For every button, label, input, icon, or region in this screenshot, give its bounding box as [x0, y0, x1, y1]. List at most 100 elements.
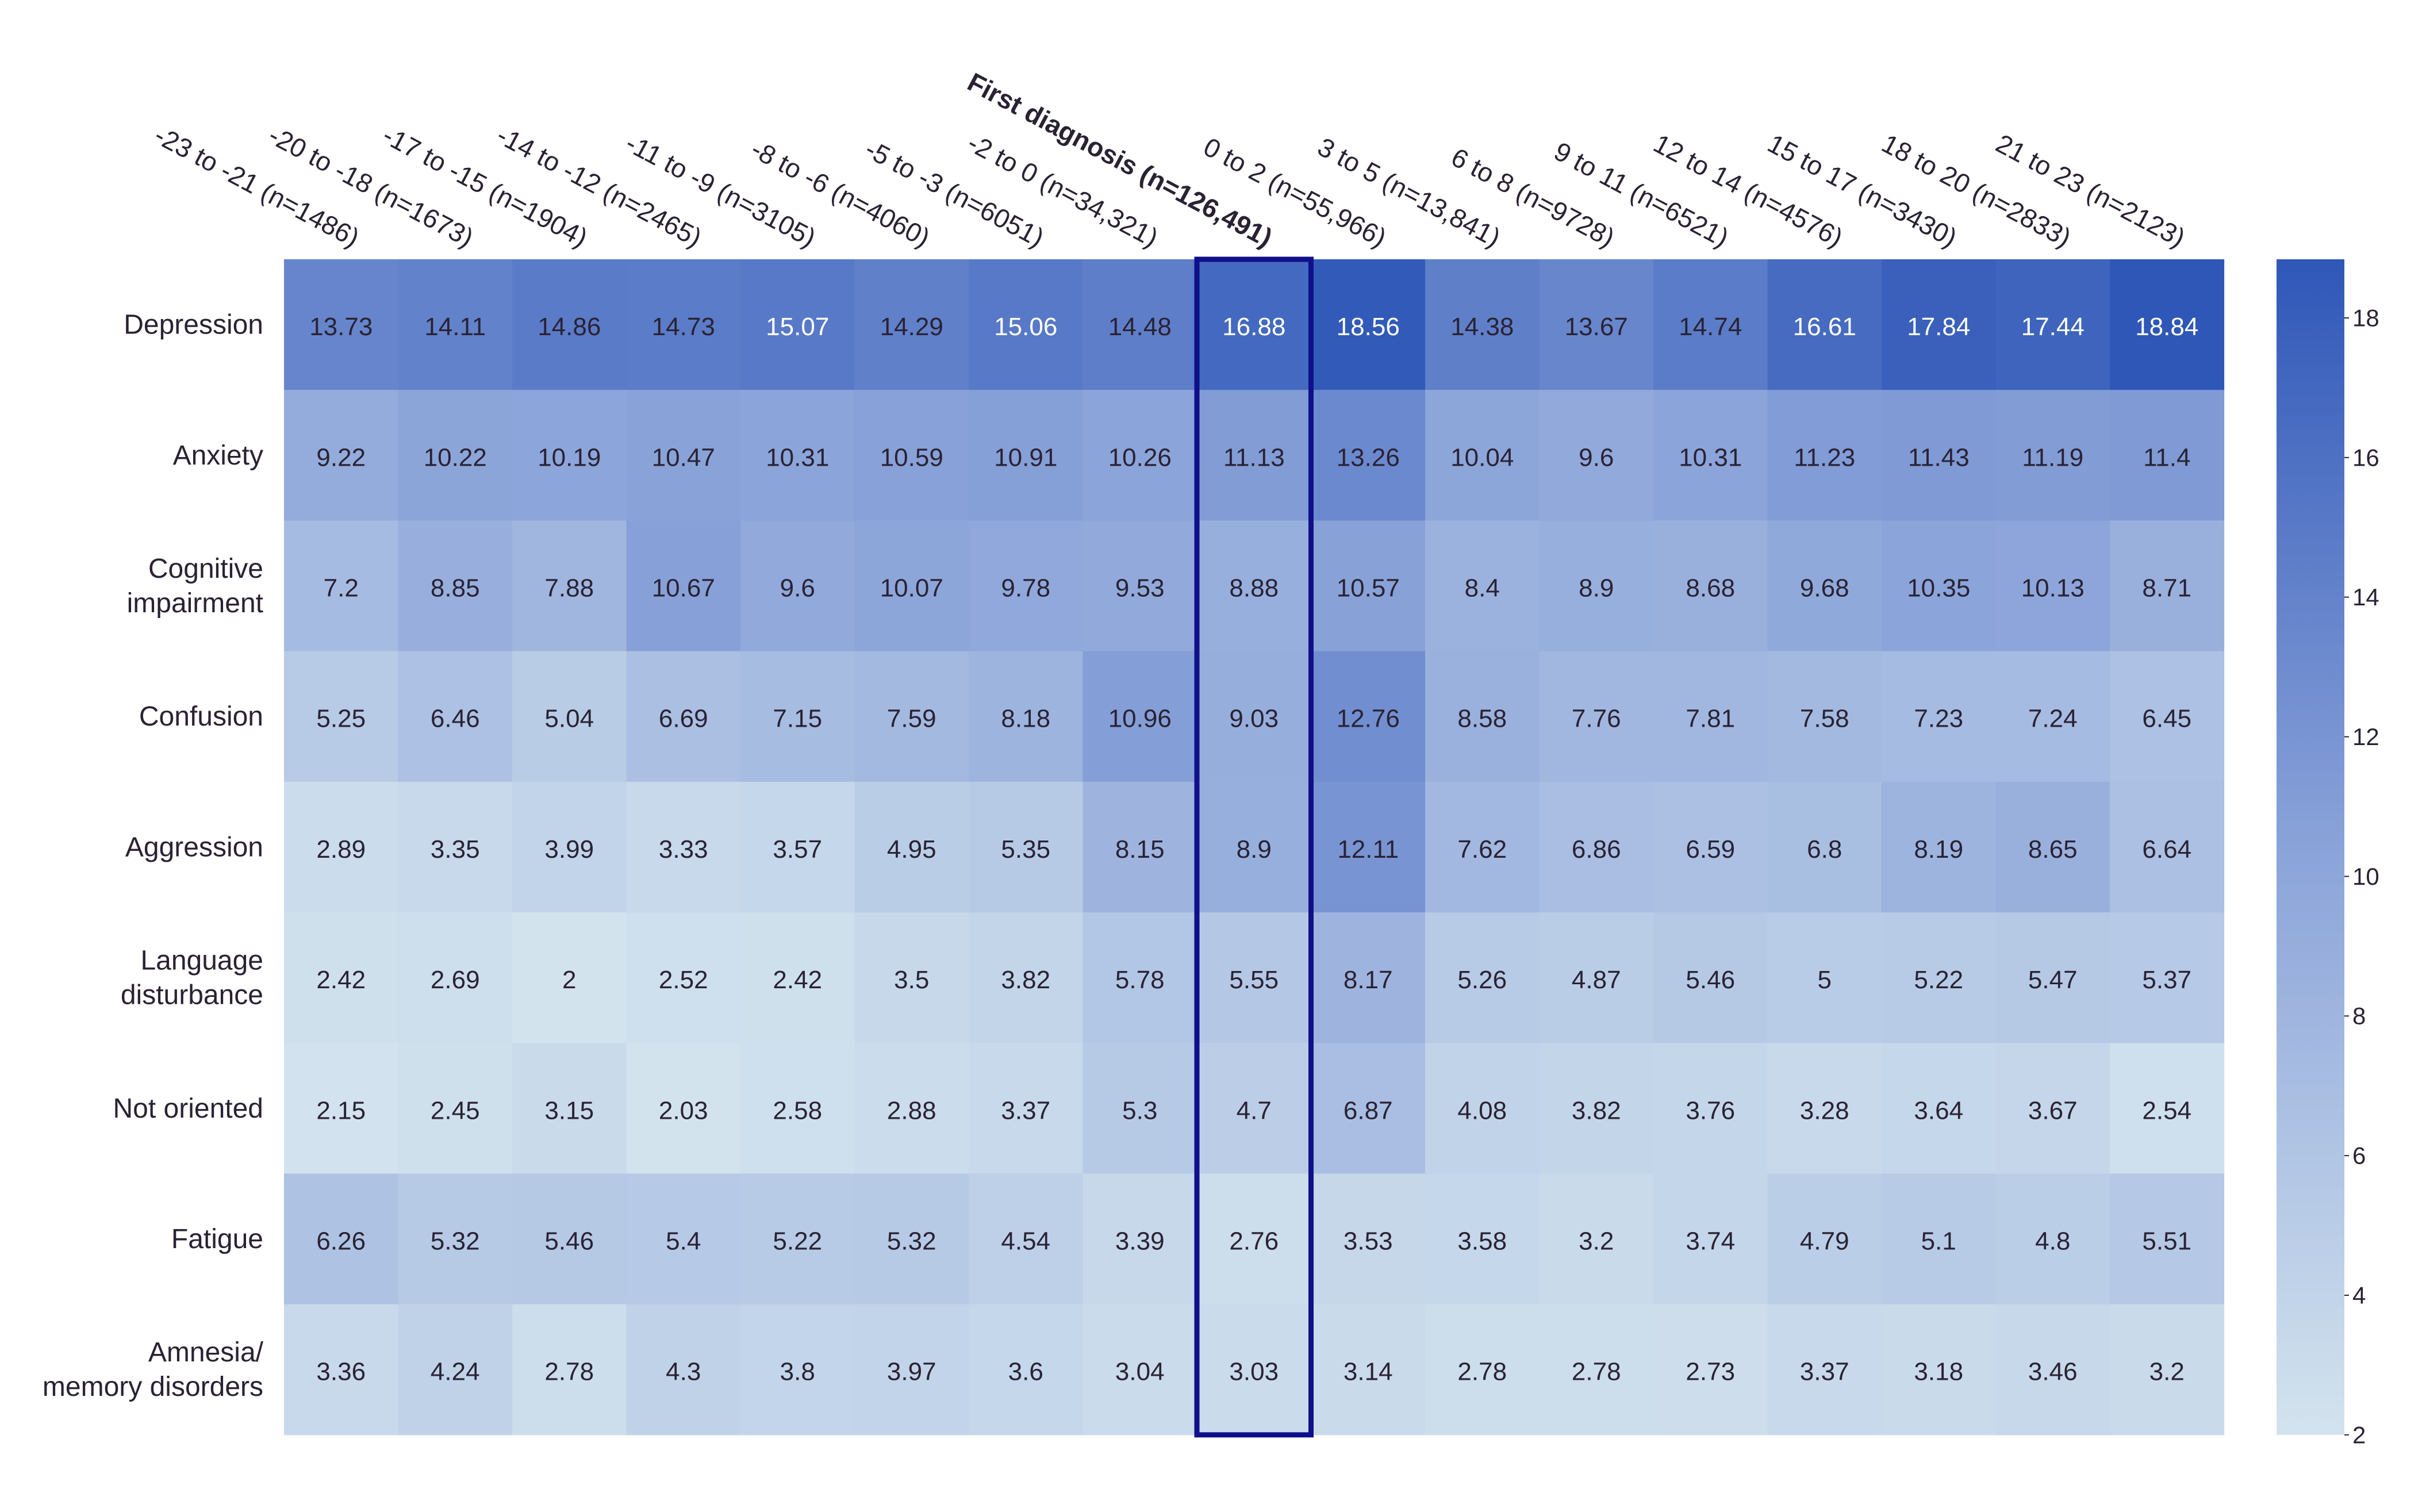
cell-value-label: 5.55 — [1229, 966, 1279, 994]
cell-value-label: 2.88 — [887, 1096, 936, 1125]
cell-value-label: 5.46 — [544, 1227, 594, 1256]
cell-value-label: 6.87 — [1343, 1096, 1393, 1125]
cell-value-label: 11.19 — [2022, 443, 2083, 471]
cell-value-label: 10.31 — [1679, 443, 1742, 471]
row-label: Fatigue — [171, 1224, 263, 1254]
heatmap-cell — [284, 651, 399, 782]
heatmap-cell — [1653, 390, 1768, 521]
heatmap-cell — [854, 781, 969, 913]
cell-value-label: 3.37 — [1800, 1358, 1849, 1386]
colorbar-tick-label: 12 — [2352, 723, 2379, 750]
heatmap-cell — [284, 520, 399, 652]
heatmap-cell — [854, 520, 969, 652]
colorbar: 2 4 6 8 10 12 14 16 18 — [2277, 259, 2379, 1448]
cell-value-label: 8.9 — [1579, 574, 1614, 603]
cell-value-label: 2.42 — [773, 966, 822, 994]
cell-value-label: 8.71 — [2142, 574, 2191, 603]
heatmap-cell — [854, 259, 969, 390]
cell-value-label: 15.06 — [994, 313, 1057, 341]
cell-value-label: 3.58 — [1457, 1227, 1507, 1256]
colorbar-tick-label: 8 — [2352, 1003, 2366, 1030]
heatmap-cell — [512, 1043, 627, 1174]
cell-value-label: 17.84 — [1907, 313, 1970, 341]
heatmap-cell — [1425, 781, 1540, 913]
heatmap-cell — [398, 390, 513, 521]
cell-value-label: 16.88 — [1222, 313, 1285, 341]
cell-value-label: 3.82 — [1001, 966, 1050, 994]
heatmap-cell — [1653, 259, 1768, 390]
column-label: -17 to -15 (n=1904) — [378, 120, 592, 252]
cell-value-label: 8.18 — [1001, 705, 1050, 733]
cell-value-label: 5.22 — [773, 1227, 822, 1256]
cell-value-label: 5.26 — [1457, 966, 1507, 994]
cell-value-label: 8.4 — [1465, 574, 1500, 603]
cell-value-label: 5.32 — [431, 1227, 480, 1256]
cell-value-label: 6.59 — [1686, 835, 1735, 864]
cell-value-label: 4.79 — [1800, 1227, 1849, 1256]
cell-value-label: 4.95 — [887, 835, 936, 864]
cell-value-label: 8.88 — [1229, 574, 1279, 603]
cell-value-label: 11.23 — [1794, 443, 1855, 471]
cell-value-label: 10.57 — [1337, 574, 1400, 603]
cell-value-label: 4.08 — [1457, 1096, 1507, 1125]
heatmap-cell — [2110, 651, 2225, 782]
heatmap-cell — [1995, 651, 2110, 782]
cell-value-label: 6.8 — [1807, 835, 1842, 864]
cell-value-label: 9.6 — [1579, 443, 1614, 471]
heatmap-cell — [284, 1043, 399, 1174]
heatmap-cell — [2110, 390, 2225, 521]
cell-value-label: 4.54 — [1001, 1227, 1050, 1256]
heatmap-cells: 13.73 14.11 14.86 14.73 15.07 14.29 15.06 14.48… — [284, 259, 2225, 1436]
heatmap-cell — [284, 781, 399, 913]
cell-value-label: 10.31 — [766, 443, 829, 471]
cell-value-label: 2 — [562, 966, 576, 994]
cell-value-label: 15.07 — [766, 313, 829, 341]
cell-value-label: 13.73 — [309, 313, 373, 341]
heatmap-cell — [1767, 1304, 1882, 1436]
row-label: Anxiety — [173, 440, 263, 471]
cell-value-label: 2.78 — [1457, 1358, 1507, 1386]
heatmap-cell — [1311, 1173, 1426, 1305]
cell-value-label: 2.76 — [1229, 1227, 1279, 1256]
heatmap-cell — [1311, 259, 1426, 390]
heatmap-cell — [398, 1173, 513, 1305]
heatmap-cell — [1653, 1304, 1768, 1436]
heatmap-cell — [284, 259, 399, 390]
heatmap-cell — [1197, 259, 1312, 390]
heatmap-cell — [1882, 520, 1997, 652]
heatmap-cell — [1539, 1304, 1654, 1436]
heatmap-cell — [1083, 1304, 1197, 1436]
colorbar-tick-label: 18 — [2352, 304, 2379, 331]
cell-value-label: 10.67 — [652, 574, 715, 603]
heatmap-cell — [1653, 1043, 1768, 1174]
cell-value-label: 3.35 — [431, 835, 480, 864]
cell-value-label: 3.97 — [887, 1358, 936, 1386]
heatmap-cell — [398, 781, 513, 913]
cell-value-label: 14.73 — [652, 313, 715, 341]
heatmap-cell — [1882, 781, 1997, 913]
heatmap-cell — [1995, 781, 2110, 913]
heatmap-cell — [1083, 390, 1197, 521]
heatmap-cell — [1311, 390, 1426, 521]
cell-value-label: 2.58 — [773, 1096, 822, 1125]
heatmap-cell — [512, 781, 627, 913]
heatmap-cell — [284, 1173, 399, 1305]
heatmap-cell — [740, 1043, 855, 1174]
cell-value-label: 9.78 — [1001, 574, 1050, 603]
cell-value-label: 10.04 — [1450, 443, 1514, 471]
heatmap-cell — [854, 390, 969, 521]
cell-value-label: 5.4 — [666, 1227, 701, 1256]
heatmap-cell — [854, 651, 969, 782]
cell-value-label: 3.76 — [1686, 1096, 1735, 1125]
heatmap-cell — [626, 1173, 741, 1305]
heatmap-cell — [1083, 259, 1197, 390]
row-label: Aggression — [125, 832, 263, 862]
cell-value-label: 7.88 — [544, 574, 594, 603]
heatmap-cell — [969, 390, 1084, 521]
cell-value-label: 6.86 — [1572, 835, 1621, 864]
cell-value-label: 3.28 — [1800, 1096, 1849, 1125]
heatmap-cell — [1425, 1043, 1540, 1174]
cell-value-label: 2.54 — [2142, 1096, 2191, 1125]
cell-value-label: 6.26 — [316, 1227, 366, 1256]
cell-value-label: 6.45 — [2142, 705, 2191, 733]
